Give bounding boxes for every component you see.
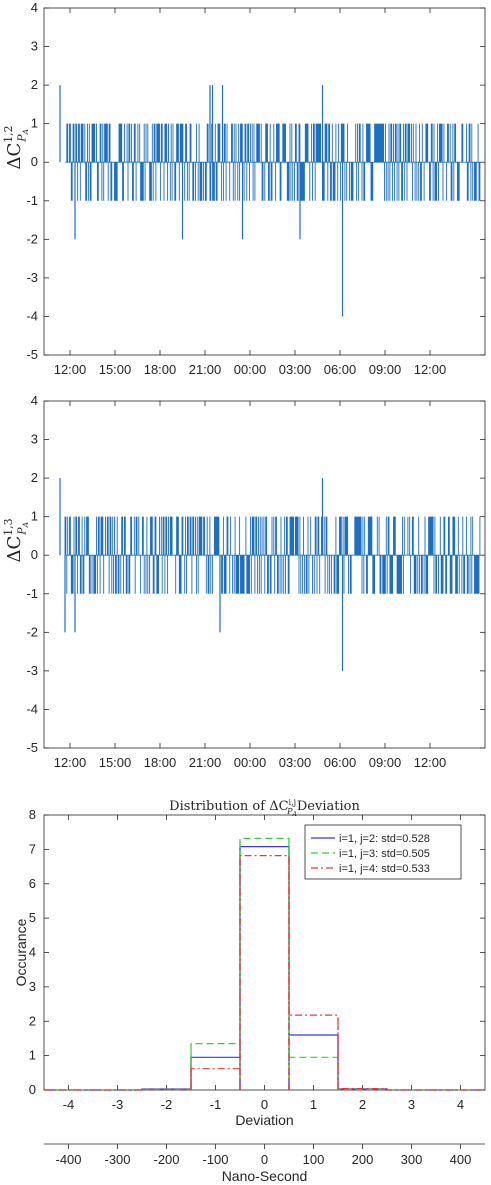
y-tick-label: -2 bbox=[26, 624, 38, 639]
svg-text:ΔC1,2PA: ΔC1,2PA bbox=[2, 126, 30, 170]
y-tick-label: 2 bbox=[31, 470, 38, 485]
y-axis-label: ΔC1,3PA bbox=[2, 518, 30, 562]
panel-3: 0 1 2 3 4 5 6 7 8 -4 -3 -2 -1 0 1 2 3 4 i=1, j=2: std=0.52… bbox=[13, 798, 486, 1184]
x-tick-label: 06:00 bbox=[324, 755, 357, 770]
panel-1: -5 -4 -3 -2 -1 0 1 2 3 4 12:00 15:00 18:00 21:00 00:00… bbox=[2, 0, 486, 377]
y-tick-label: 4 bbox=[31, 393, 38, 408]
x-tick-label: 15:00 bbox=[99, 755, 132, 770]
label-subscript: P bbox=[15, 134, 28, 143]
title-title-pre: Distribution of ΔC bbox=[169, 799, 288, 814]
y-tick-label: -3 bbox=[26, 270, 38, 285]
y-tick-label: 1 bbox=[31, 116, 38, 131]
y-tick-label: -4 bbox=[26, 308, 38, 323]
x-tick-label: 09:00 bbox=[369, 755, 402, 770]
y-tick-label: 3 bbox=[29, 979, 36, 994]
y-tick-label: -2 bbox=[26, 231, 38, 246]
title-title-sub: P bbox=[286, 807, 293, 816]
legend-label-1: i=1, j=2: std=0.528 bbox=[339, 833, 430, 845]
x-tick-label: 06:00 bbox=[324, 362, 357, 377]
chart-title: Distribution of ΔCi,j PADeviation bbox=[169, 798, 360, 818]
x-tick-label: 03:00 bbox=[279, 755, 312, 770]
y-tick-label: 6 bbox=[29, 876, 36, 891]
x2-tick-label: -300 bbox=[104, 1152, 130, 1167]
label-superscript: 1,2 bbox=[2, 126, 15, 143]
x-tick-label: 18:00 bbox=[144, 755, 177, 770]
y-axis-label: Occurance bbox=[13, 918, 29, 986]
y-tick-label: 4 bbox=[29, 945, 36, 960]
y-tick-label: -4 bbox=[26, 701, 38, 716]
x-tick-label: 18:00 bbox=[144, 362, 177, 377]
y-tick-label: 3 bbox=[31, 432, 38, 447]
title-title-sub2: A bbox=[292, 811, 298, 818]
x2-tick-label: -400 bbox=[55, 1152, 81, 1167]
x-tick-label: 00:00 bbox=[234, 755, 267, 770]
x2-axis-label: Nano-Second bbox=[222, 1168, 308, 1184]
x-tick-label: 12:00 bbox=[54, 755, 87, 770]
x-tick-label: -3 bbox=[112, 1097, 124, 1112]
y-tick-label: 2 bbox=[29, 1013, 36, 1028]
x-tick-label: 12:00 bbox=[54, 362, 87, 377]
y-tick-label: 1 bbox=[31, 509, 38, 524]
x-tick-label: 15:00 bbox=[99, 362, 132, 377]
x2-tick-label: 0 bbox=[261, 1152, 268, 1167]
series-dense-spikes bbox=[64, 516, 481, 594]
x-tick-label: 03:00 bbox=[279, 362, 312, 377]
x-tick-label: 3 bbox=[408, 1097, 415, 1112]
y-tick-label: 2 bbox=[31, 77, 38, 92]
x-tick-label: 1 bbox=[310, 1097, 317, 1112]
legend-label-2: i=1, j=3: std=0.505 bbox=[339, 848, 430, 860]
y-tick-label: -5 bbox=[26, 740, 38, 755]
svg-text:ΔC1,3PA: ΔC1,3PA bbox=[2, 518, 30, 562]
x-tick-label: 09:00 bbox=[369, 362, 402, 377]
x-tick-label: 12:00 bbox=[414, 755, 447, 770]
y-tick-label: -1 bbox=[26, 586, 38, 601]
x-tick-label: -4 bbox=[63, 1097, 75, 1112]
series-line-3 bbox=[44, 855, 485, 1091]
label-main: ΔC bbox=[4, 143, 25, 170]
x-axis-label: Deviation bbox=[235, 1112, 293, 1128]
y-tick-label: 7 bbox=[29, 841, 36, 856]
x-tick-label: 21:00 bbox=[189, 755, 222, 770]
y-tick-label: 0 bbox=[29, 1082, 36, 1097]
y-tick-label: 0 bbox=[31, 154, 38, 169]
legend-label-3: i=1, j=4: std=0.533 bbox=[339, 863, 430, 875]
label-subscript: P bbox=[15, 527, 28, 536]
x2-tick-label: -100 bbox=[202, 1152, 228, 1167]
label-subscript-2: A bbox=[21, 521, 30, 528]
label-subscript-2: A bbox=[21, 128, 30, 135]
x-tick-label: 21:00 bbox=[189, 362, 222, 377]
legend: i=1, j=2: std=0.528 i=1, j=3: std=0.505 i=… bbox=[304, 824, 462, 880]
x-tick-label: 12:00 bbox=[414, 362, 447, 377]
x-tick-label: 0 bbox=[261, 1097, 268, 1112]
y-tick-label: 8 bbox=[29, 807, 36, 822]
x-tick-label: -2 bbox=[161, 1097, 173, 1112]
y-axis-label: ΔC1,2PA bbox=[2, 126, 30, 170]
y-tick-label: 4 bbox=[31, 0, 38, 15]
y-tick-label: -1 bbox=[26, 193, 38, 208]
x2-tick-label: 100 bbox=[303, 1152, 325, 1167]
legend-box bbox=[304, 824, 462, 880]
x2-tick-label: -200 bbox=[153, 1152, 179, 1167]
y-tick-label: 3 bbox=[31, 39, 38, 54]
x-tick-label: 4 bbox=[457, 1097, 464, 1112]
panel-2: -5 -4 -3 -2 -1 0 1 2 3 4 12:00 15:00 18:00 21:00 00:00… bbox=[2, 393, 486, 770]
y-tick-label: -3 bbox=[26, 663, 38, 678]
y-tick-label: 0 bbox=[31, 547, 38, 562]
x2-tick-label: 300 bbox=[401, 1152, 423, 1167]
label-main: ΔC bbox=[4, 536, 25, 563]
x2-tick-label: 400 bbox=[450, 1152, 472, 1167]
title-title-sup: i,j bbox=[289, 798, 297, 807]
x2-tick-label: 200 bbox=[352, 1152, 374, 1167]
y-tick-label: 1 bbox=[29, 1048, 36, 1063]
label-superscript: 1,3 bbox=[2, 518, 15, 535]
title-title-post: Deviation bbox=[297, 799, 361, 814]
x-tick-label: -1 bbox=[210, 1097, 222, 1112]
y-tick-label: 5 bbox=[29, 910, 36, 925]
series-dense-spikes bbox=[65, 123, 481, 201]
x-tick-label: 2 bbox=[359, 1097, 366, 1112]
y-tick-label: -5 bbox=[26, 347, 38, 362]
x-tick-label: 00:00 bbox=[234, 362, 267, 377]
